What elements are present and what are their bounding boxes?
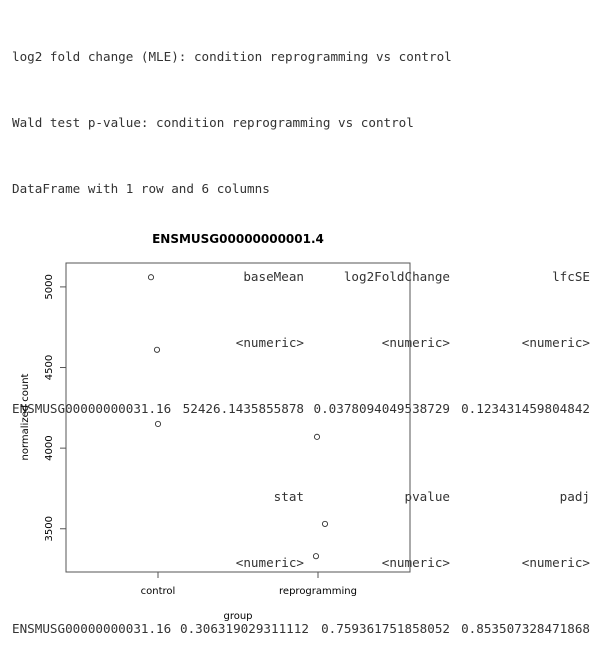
x-axis-label: group (223, 611, 252, 622)
table1-row-name: ENSMUSG00000000031.16 (12, 401, 172, 416)
console-line-2: Wald test p-value: condition reprogrammi… (12, 115, 414, 130)
table2-type-2: <numeric> (381, 555, 450, 570)
table2-type-row: <numeric> <numeric> <numeric> (12, 552, 590, 574)
r-console-output: log2 fold change (MLE): condition reprog… (12, 2, 590, 662)
y-tick-label: 4500 (44, 355, 55, 380)
table1-type-2: <numeric> (381, 335, 450, 350)
plot-output: ENSMUSG00000000001.4 3500 4000 4500 5000 co… (0, 220, 440, 634)
table1-header-basemean: baseMean (243, 269, 304, 284)
table1-type-3: <numeric> (521, 335, 590, 350)
y-tick-label: 4000 (44, 435, 55, 460)
table1-value-log2foldchange: 0.0378094049538729 (313, 401, 450, 416)
chart-title: ENSMUSG00000000001.4 (152, 232, 324, 246)
table2-value-stat: 0.306319029311112 (180, 621, 309, 636)
table1-header-row: baseMean log2FoldChange lfcSE (12, 266, 590, 288)
table2-type-1: <numeric> (235, 555, 304, 570)
y-axis: 3500 4000 4500 5000 (44, 274, 67, 541)
table2-header-stat: stat (273, 489, 304, 504)
scatter-chart: ENSMUSG00000000001.4 3500 4000 4500 5000 co… (20, 232, 411, 622)
data-point (312, 553, 320, 560)
y-tick-label: 5000 (44, 274, 55, 299)
table2-type-3: <numeric> (521, 555, 590, 570)
data-points (147, 274, 329, 560)
y-tick-label: 3500 (44, 516, 55, 541)
y-axis-label: normalized count (20, 373, 31, 460)
console-line-3: DataFrame with 1 row and 6 columns (12, 181, 270, 196)
x-axis: control reprogramming (141, 572, 357, 597)
table2-value-padj: 0.853507328471868 (461, 621, 590, 636)
table1-type-1: <numeric> (235, 335, 304, 350)
x-tick-label-reprogramming: reprogramming (279, 586, 357, 597)
x-tick-label-control: control (141, 586, 176, 597)
plot-frame (65, 262, 411, 573)
table1-value-lfcse: 0.123431459804842 (461, 401, 590, 416)
data-point (147, 274, 155, 281)
table2-data-row: ENSMUSG00000000031.16 0.306319029311112 0.… (12, 618, 590, 640)
table1-data-row: ENSMUSG00000000031.16 52426.1435855878 0.0… (12, 398, 590, 420)
data-point (153, 346, 161, 353)
table2-row-name: ENSMUSG00000000031.16 (12, 621, 172, 636)
data-point (321, 520, 329, 527)
table1-header-log2foldchange: log2FoldChange (343, 269, 450, 284)
table1-value-basemean: 52426.1435855878 (182, 401, 304, 416)
table2-header-row: stat pvalue padj (12, 486, 590, 508)
console-line-1: log2 fold change (MLE): condition reprog… (12, 49, 452, 64)
table2-header-pvalue: pvalue (404, 489, 451, 504)
data-point (313, 433, 321, 440)
table1-header-lfcse: lfcSE (552, 269, 590, 284)
table1-type-row: <numeric> <numeric> <numeric> (12, 332, 590, 354)
table2-value-pvalue: 0.759361751858052 (321, 621, 450, 636)
data-point (154, 420, 162, 427)
table2-header-padj: padj (559, 489, 590, 504)
